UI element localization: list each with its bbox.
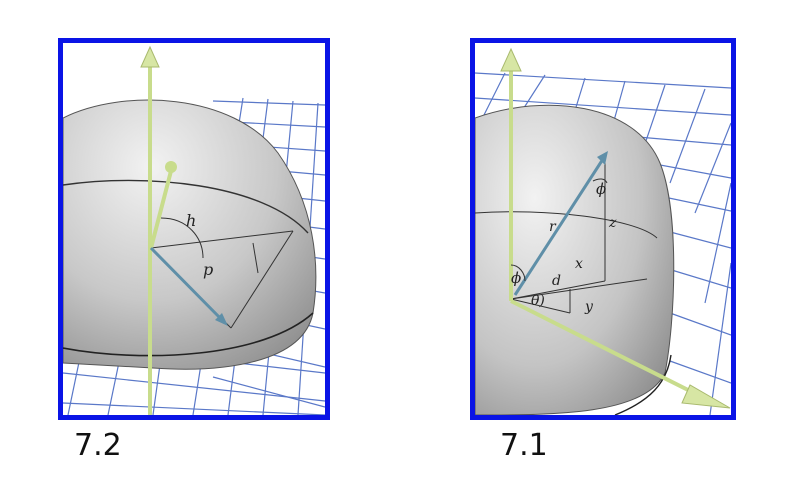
figure-7-2-frame: h p — [58, 38, 330, 420]
base-arc — [63, 312, 314, 357]
caption-figure-7-1: 7.1 — [500, 428, 548, 463]
base-arc — [614, 354, 672, 415]
horizontal-axis — [510, 299, 701, 398]
label-x: x — [575, 256, 583, 272]
small-vector-head — [165, 161, 177, 173]
label-phi-top: ϕ — [596, 180, 606, 198]
radius-vector-arrowhead — [597, 151, 608, 165]
horizontal-axis-arrowhead — [681, 384, 731, 409]
caption-figure-7-2: 7.2 — [74, 428, 122, 463]
hemisphere — [475, 104, 675, 415]
position-vector — [149, 246, 227, 325]
label-h: h — [186, 211, 196, 230]
vertical-axis-arrowhead — [500, 47, 522, 72]
position-vector-arrowhead — [215, 313, 228, 326]
angle-arc — [160, 217, 204, 259]
label-p: p — [203, 260, 213, 279]
label-d: d — [552, 273, 561, 289]
figure-7-1-diagram: ϕ ϕ r z x d y θ) — [475, 47, 731, 415]
label-y: y — [584, 299, 594, 315]
label-z: z — [608, 215, 617, 231]
figure-7-2-diagram: h p — [63, 45, 325, 415]
phi-bottom-arc — [510, 264, 526, 282]
label-r: r — [549, 219, 557, 235]
construction-lines — [510, 153, 648, 314]
phi-top-arc — [592, 178, 608, 184]
equator-arc — [63, 179, 309, 234]
vertical-axis-arrowhead — [140, 45, 160, 68]
grid-plane — [475, 72, 731, 415]
label-theta: θ) — [531, 293, 545, 309]
figure-7-1-frame: ϕ ϕ r z x d y θ) — [470, 38, 736, 420]
hemisphere — [63, 99, 317, 370]
equator-arc — [475, 211, 658, 239]
radius-vector — [513, 158, 605, 296]
small-vector — [149, 170, 173, 249]
label-phi-bottom: ϕ — [511, 269, 521, 287]
